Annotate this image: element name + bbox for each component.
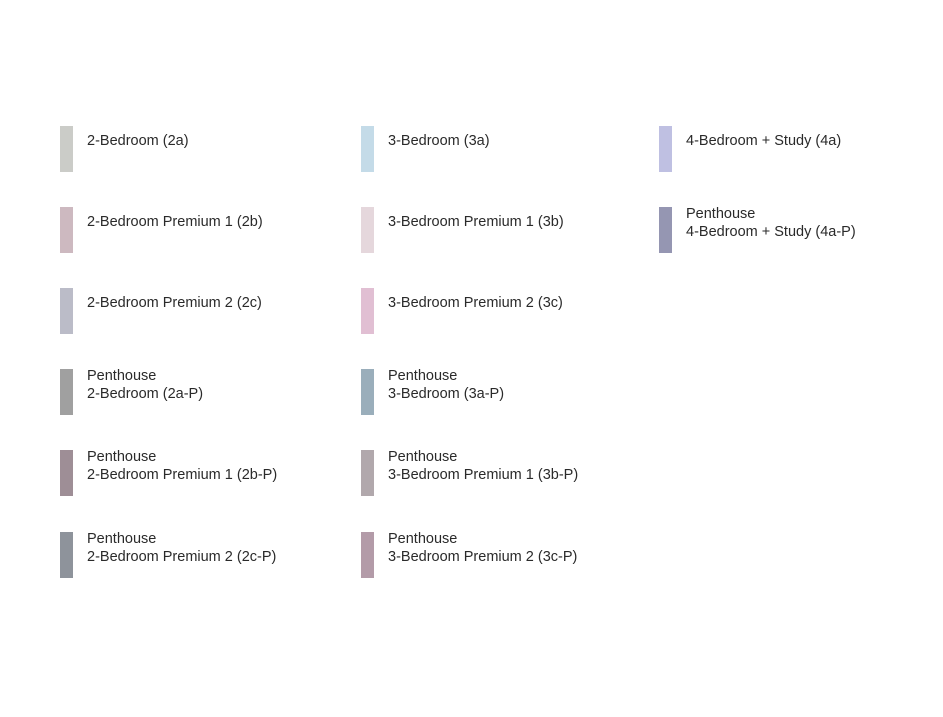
legend-item: Penthouse 3-Bedroom (3a-P) [361,367,651,415]
legend-swatch [659,207,672,253]
legend-label-line: 4-Bedroom + Study (4a) [686,133,842,149]
legend-label-line: 2-Bedroom Premium 2 (2c) [87,295,262,311]
legend-label-line: 3-Bedroom Premium 2 (3c-P) [388,549,578,565]
legend-swatch [60,532,73,578]
legend-item: Penthouse 4-Bedroom + Study (4a-P) [659,205,943,253]
legend-swatch [659,126,672,172]
legend-label-line: 3-Bedroom (3a-P) [388,386,505,402]
legend-swatch [361,207,374,253]
legend-label: 3-Bedroom (3a) [388,132,490,150]
legend-label-line: 4-Bedroom + Study (4a-P) [686,224,856,240]
legend-item: Penthouse 3-Bedroom Premium 1 (3b-P) [361,448,651,496]
legend-label-line: 2-Bedroom Premium 1 (2b) [87,214,263,230]
legend-label-line: 2-Bedroom (2a) [87,133,189,149]
legend-label-line: 2-Bedroom Premium 1 (2b-P) [87,467,278,483]
legend-item: Penthouse 2-Bedroom Premium 1 (2b-P) [60,448,350,496]
legend-label: 4-Bedroom + Study (4a) [686,132,841,150]
legend-label-line: 2-Bedroom Premium 2 (2c-P) [87,549,277,565]
legend-label: Penthouse 3-Bedroom Premium 1 (3b-P) [388,448,578,484]
legend-label-line: 3-Bedroom Premium 2 (3c) [388,295,563,311]
legend-item: 3-Bedroom Premium 2 (3c) [361,288,651,334]
legend-swatch [361,288,374,334]
legend-item: 2-Bedroom (2a) [60,126,350,172]
legend-label: Penthouse 3-Bedroom (3a-P) [388,367,504,403]
legend-label-line: 3-Bedroom Premium 1 (3b) [388,214,564,230]
legend-swatch [361,450,374,496]
legend-item: 3-Bedroom Premium 1 (3b) [361,207,651,253]
legend-label-line: Penthouse [388,449,458,465]
legend-item: 3-Bedroom (3a) [361,126,651,172]
legend-swatch [361,126,374,172]
legend-label: 3-Bedroom Premium 1 (3b) [388,213,564,231]
legend-label-line: Penthouse [87,449,157,465]
legend-swatch [60,369,73,415]
legend-label-line: Penthouse [388,531,458,547]
legend-swatch [60,288,73,334]
legend-label-line: Penthouse [686,206,756,222]
legend-swatch [361,532,374,578]
legend-item: 2-Bedroom Premium 2 (2c) [60,288,350,334]
legend-label: 2-Bedroom Premium 2 (2c) [87,294,262,312]
legend-swatch [60,207,73,253]
legend-label: 2-Bedroom Premium 1 (2b) [87,213,263,231]
legend-label-line: 2-Bedroom (2a-P) [87,386,204,402]
legend-label-line: Penthouse [388,368,458,384]
legend-swatch [60,126,73,172]
legend-label: 2-Bedroom (2a) [87,132,189,150]
legend-label-line: Penthouse [87,531,157,547]
legend-swatch [361,369,374,415]
legend-label: Penthouse 4-Bedroom + Study (4a-P) [686,205,856,241]
legend-label-line: 3-Bedroom Premium 1 (3b-P) [388,467,579,483]
legend-label: Penthouse 3-Bedroom Premium 2 (3c-P) [388,530,577,566]
legend-item: 2-Bedroom Premium 1 (2b) [60,207,350,253]
legend-label: Penthouse 2-Bedroom Premium 2 (2c-P) [87,530,276,566]
legend-swatch [60,450,73,496]
legend-item: 4-Bedroom + Study (4a) [659,126,943,172]
legend-item: Penthouse 3-Bedroom Premium 2 (3c-P) [361,530,651,578]
legend-item: Penthouse 2-Bedroom (2a-P) [60,367,350,415]
legend-label-line: 3-Bedroom (3a) [388,133,490,149]
legend-item: Penthouse 2-Bedroom Premium 2 (2c-P) [60,530,350,578]
legend-label: Penthouse 2-Bedroom (2a-P) [87,367,203,403]
legend-label: 3-Bedroom Premium 2 (3c) [388,294,563,312]
legend-label-line: Penthouse [87,368,157,384]
legend-label: Penthouse 2-Bedroom Premium 1 (2b-P) [87,448,277,484]
